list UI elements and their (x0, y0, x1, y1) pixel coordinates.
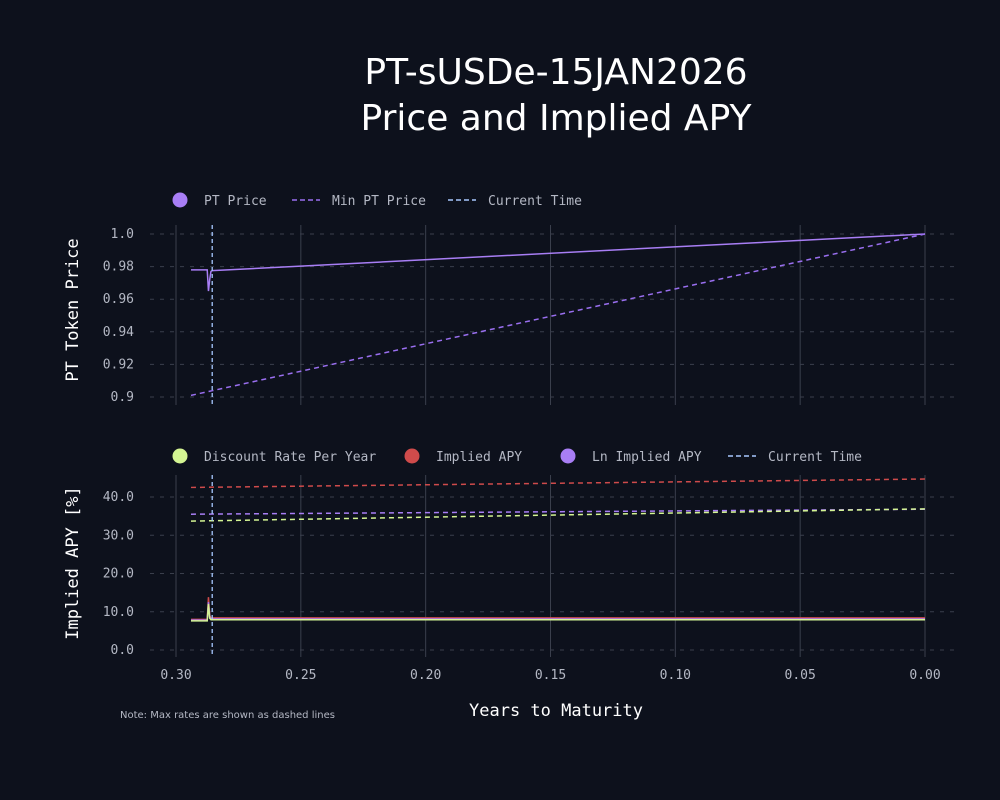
y-tick-label: 30.0 (103, 528, 134, 543)
y-tick-label: 40.0 (103, 490, 134, 505)
y-axis-label: Implied APY [%] (63, 486, 83, 640)
legend-marker (404, 448, 420, 464)
y-tick-label: 10.0 (103, 605, 134, 620)
price-panel: 1.0 0.98 0.96 0.94 0.92 0.9 PT Token Price PT P… (63, 192, 960, 405)
y-tick-label: 0.0 (111, 643, 134, 658)
legend-marker (172, 192, 188, 208)
y-tick-label: 0.94 (103, 325, 134, 340)
legend-label: Implied APY (436, 450, 522, 465)
y-tick-label: 1.0 (111, 227, 134, 242)
legend-marker (172, 448, 188, 464)
legend-label: Min PT Price (332, 194, 426, 209)
y-tick-label: 0.9 (111, 390, 134, 405)
y-tick-label: 0.92 (103, 357, 134, 372)
legend-label: Discount Rate Per Year (204, 450, 376, 465)
y-tick-label: 0.96 (103, 292, 134, 307)
x-tick-label: 0.00 (909, 668, 940, 683)
x-tick-label: 0.30 (160, 668, 191, 683)
y-axis-label: PT Token Price (63, 238, 83, 381)
x-tick-label: 0.20 (410, 668, 441, 683)
legend-label: Ln Implied APY (592, 450, 702, 465)
x-tick-label: 0.10 (660, 668, 691, 683)
chart-title-line2: Price and Implied APY (361, 98, 753, 139)
legend-label: Current Time (768, 450, 862, 465)
footnote: Note: Max rates are shown as dashed line… (120, 710, 335, 721)
legend-label: PT Price (204, 194, 267, 209)
chart-title-line1: PT-sUSDe-15JAN2026 (364, 52, 747, 93)
series-line-discount-rate-per-year (190, 604, 925, 622)
apy-panel: 0.30 0.25 0.20 0.15 0.10 0.05 0.00 40.0 30.0 20.0… (63, 448, 960, 683)
legend-label: Current Time (488, 194, 582, 209)
x-tick-label: 0.25 (285, 668, 316, 683)
y-tick-label: 0.98 (103, 260, 134, 275)
x-axis-label: Years to Maturity (469, 701, 643, 721)
legend-marker (560, 448, 576, 464)
y-tick-label: 20.0 (103, 567, 134, 582)
x-tick-label: 0.05 (785, 668, 816, 683)
x-tick-label: 0.15 (535, 668, 566, 683)
